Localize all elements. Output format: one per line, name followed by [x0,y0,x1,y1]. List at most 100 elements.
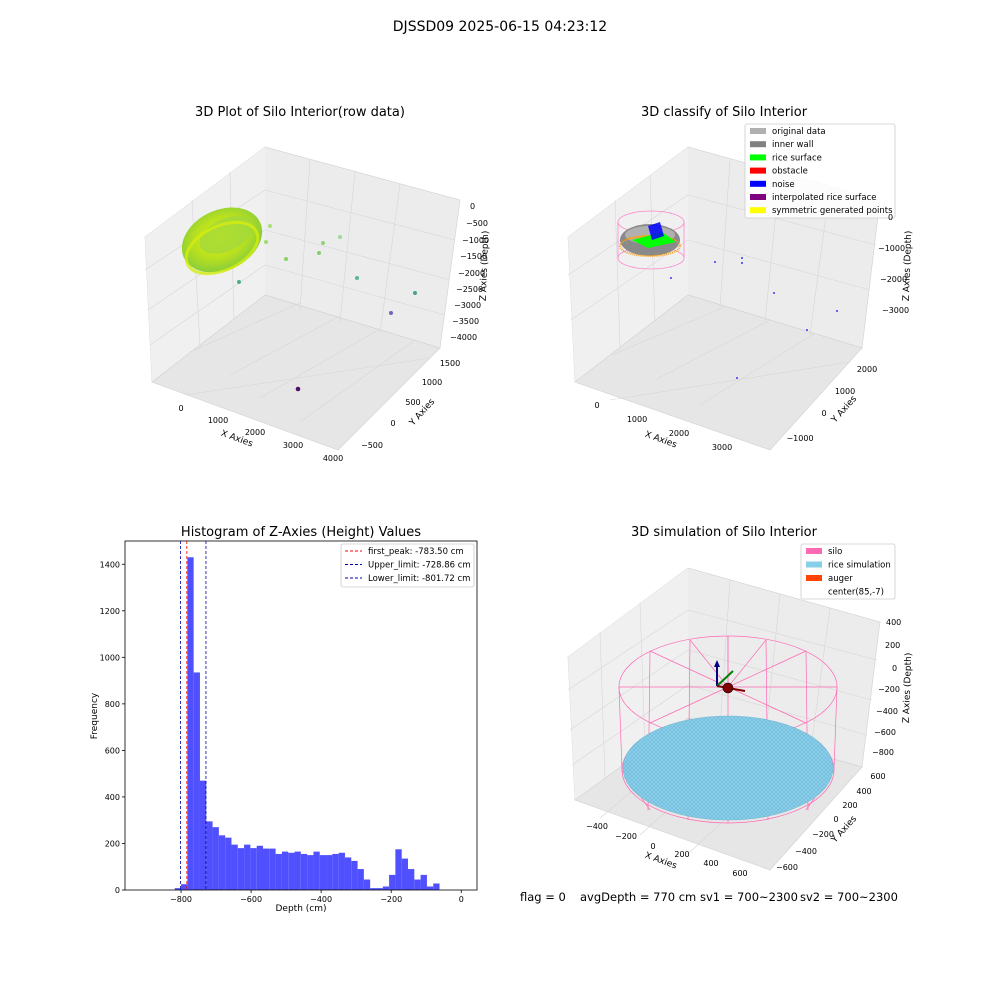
histogram-bar [206,821,213,890]
plot2-grid [567,159,877,406]
histogram-ytick-label: 800 [105,700,120,709]
plot4-rice-simulation-surface [622,715,834,821]
plot2-legend-label: original data [772,127,826,137]
histogram-ytick-label: 400 [105,793,120,802]
plot2-floor-pane [574,294,863,451]
plot1-ytick: 1500 [440,359,460,368]
histogram-bar [294,851,301,890]
histogram-bar [269,848,276,890]
plot1-title: 3D Plot of Silo Interior(row data) [195,105,405,120]
plot4-ytick: −200 [812,830,834,839]
plot1-ztick: −500 [466,219,488,228]
histogram-y-ticks: 0 200 400 600 800 1000 1200 1400 [100,560,125,895]
plot3-histogram: Histogram of Z-Axies (Height) Values −80… [90,525,478,914]
plot1-ztick: −1500 [460,252,487,261]
plot1-xtick: 3000 [283,441,303,450]
histogram-ytick-label: 1000 [100,653,120,662]
plot4-legend-label: silo [828,547,842,557]
plot1-ztick: −2500 [456,285,483,294]
histogram-bar [401,858,409,890]
plot4-ytick: 200 [842,801,857,810]
plot2-legend-frame [744,123,896,219]
plot4-legend-swatch [806,561,822,568]
plot4-ytick: −600 [776,863,798,872]
histogram-ytick-label: 1200 [100,607,120,616]
histogram-bar [326,855,333,890]
histogram-x-ticks: −800 −600 −400 −200 0 [170,890,464,904]
plot2-legend-swatch [750,128,766,134]
plot1-ytick: −500 [361,441,383,450]
plot2-legend-swatch [750,154,766,161]
plot4-xtick: 0 [650,842,655,851]
histogram-xtick-label: −200 [380,895,402,904]
plot1-silo-points [181,207,263,276]
plot1-ztick: −3000 [454,301,481,310]
plot1-y-ticks: −500 0 500 1000 1500 [361,359,460,450]
histogram-xtick-label: −800 [170,895,192,904]
plot4-zlabel: Z Axies (Depth) [902,653,914,724]
plot2-legend-entries: original data inner wall rice surface obsta… [750,127,893,216]
plot4-xtick: −400 [586,822,608,831]
histogram-bar [344,857,352,890]
histogram-bar [256,845,263,890]
histogram-bar [433,883,440,890]
plot4-xtick: −200 [615,832,637,841]
histogram-bar [199,780,207,890]
plot2-ytick: 0 [821,409,826,418]
histogram-title: Histogram of Z-Axies (Height) Values [181,525,421,540]
histogram-axes-frame [124,540,478,891]
footer-status: flag = 0 avgDepth = 770 cm sv1 = 700~230… [520,890,898,904]
plot1-zlabel: Z Axies (Depth) [479,231,491,302]
plot1-ytick: 1000 [422,378,442,387]
histogram-bar [231,844,238,890]
plot4-ztick: 0 [892,664,897,673]
histogram-bar [395,849,402,890]
plot4-xlabel: X Axies [643,851,678,872]
plot2-legend-label: obstacle [772,167,808,177]
plot1-xtick: 1000 [208,416,228,425]
plot1-ytick: 500 [405,398,420,407]
histogram-bar [281,851,289,890]
plot2-legend-label: noise [772,180,795,190]
plot4-x-ticks: −400 −200 0 200 400 600 [586,822,748,878]
histogram-bars [174,557,440,890]
histogram-bar [262,848,270,890]
histogram-bar [408,869,415,890]
plot2-3d-classify: 3D classify of Silo Interior [567,105,914,452]
histogram-bar [363,879,371,890]
plot2-ztick: −1000 [878,244,905,253]
plot2-legend: original data inner wall rice surface obsta… [744,123,896,219]
plot4-ytick: 600 [870,772,885,781]
histogram-legend-label: Upper_limit: -728.86 cm [368,561,471,571]
histogram-bar [275,853,282,890]
histogram-bar [319,855,327,890]
plot1-ztick: −1000 [462,236,489,245]
histogram-xtick-label: −400 [310,895,332,904]
plot1-ytick: 0 [390,419,395,428]
histogram-bar [313,851,320,890]
plot4-z-ticks: 400 200 0 −200 −400 −600 −800 [872,618,901,757]
histogram-bar [414,879,421,890]
plot1-z-ticks: 0 −500 −1000 −1500 −2000 −2500 −3000 −35… [450,202,489,342]
plot2-ytick: −1000 [786,434,813,443]
histogram-legend-label: Lower_limit: -801.72 cm [368,574,470,584]
plot2-legend-label: inner wall [772,140,813,150]
plot2-ztick: −2000 [880,275,907,284]
histogram-bar [357,869,364,890]
histogram-bar [420,874,427,890]
histogram-bar [426,886,434,890]
plot4-legend-swatch [806,575,822,581]
plot4-ztick: −400 [876,707,898,716]
plot4-legend-label: rice simulation [828,561,891,571]
histogram-bar [212,827,219,890]
histogram-bar [250,848,257,890]
flag-text: flag = 0 [520,890,566,904]
plot2-ylabel: Y Axies [829,394,859,426]
plot2-title: 3D classify of Silo Interior [641,105,808,120]
plot4-ztick: −800 [872,748,894,757]
plot4-legend-entries: silo rice simulation auger center(85,-7) [806,547,891,598]
plot2-legend-swatch [750,207,766,214]
plot2-xtick: 2000 [669,429,689,438]
histogram-legend-frame [340,543,475,588]
histogram-ylabel: Frequency [90,692,100,739]
